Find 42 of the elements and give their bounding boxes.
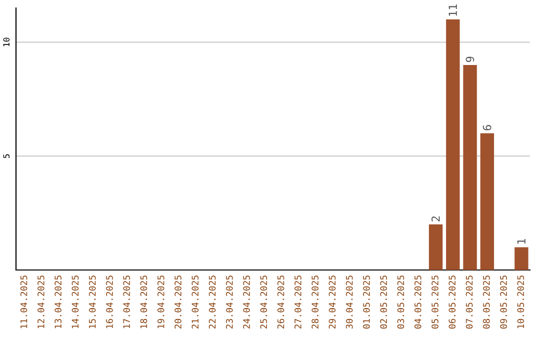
data-label: 11 (448, 4, 457, 16)
bar (480, 133, 494, 270)
x-tick-label: 27.04.2025 (294, 276, 302, 329)
x-tick-label: 22.04.2025 (208, 276, 216, 329)
x-tick-label: 15.04.2025 (88, 276, 96, 328)
x-tick-label: 21.04.2025 (192, 276, 199, 329)
x-tick-label: 26.04.2025 (277, 276, 284, 329)
y-tick-label: 10 (3, 38, 10, 46)
x-tick-label: 30.04.2025 (346, 276, 353, 329)
x-tick-label: 11.04.2025 (20, 276, 28, 328)
data-label: 2 (431, 216, 440, 222)
x-tick-label: 07.05.2025 (466, 276, 473, 329)
data-label: 6 (482, 125, 492, 130)
x-tick-label: 19.04.2025 (157, 276, 164, 328)
x-tick-label: 28.04.2025 (312, 276, 318, 329)
x-tick-label: 17.04.2025 (123, 276, 130, 328)
bar (446, 19, 460, 270)
bar (463, 64, 477, 270)
x-tick-label: 09.05.2025 (500, 276, 507, 329)
x-tick-label: 08.05.2025 (482, 276, 490, 329)
x-tick-label: 06.05.2025 (448, 276, 456, 329)
x-tick-label: 03.05.2025 (397, 276, 404, 329)
x-tick-label: 23.04.2025 (226, 276, 233, 329)
x-tick-label: 16.04.2025 (106, 276, 113, 328)
data-label: 9 (466, 56, 474, 62)
x-tick-label: 12.04.2025 (38, 276, 44, 328)
x-tick-label: 24.04.2025 (243, 276, 250, 329)
data-label: 1 (517, 239, 526, 244)
x-tick-label: 05.05.2025 (432, 276, 438, 329)
x-tick-label: 25.04.2025 (260, 276, 268, 329)
x-tick-label: 02.05.2025 (380, 276, 388, 329)
x-tick-label: 18.04.2025 (140, 276, 148, 328)
x-tick-label: 14.04.2025 (72, 276, 79, 328)
x-tick-label: 29.04.2025 (328, 276, 336, 329)
bar (428, 224, 443, 270)
x-tick-label: 01.05.2025 (363, 276, 370, 329)
x-tick-label: 13.04.2025 (54, 276, 62, 328)
x-tick-label: 04.05.2025 (414, 276, 422, 329)
x-tick-label: 20.04.2025 (174, 276, 182, 329)
y-tick-label: 5 (3, 154, 10, 158)
bar (514, 247, 528, 270)
x-tick-label: 10.05.2025 (517, 276, 524, 328)
